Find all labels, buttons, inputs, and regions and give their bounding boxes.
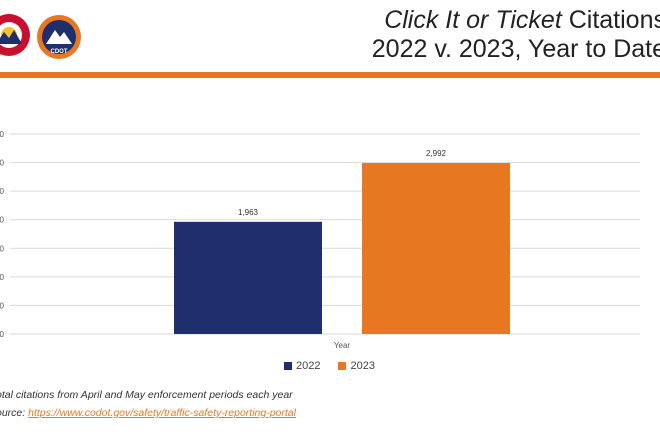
data-label: 2,992	[426, 149, 447, 158]
bar-2022	[174, 221, 322, 334]
footnote-citations: otal citations from April and May enforc…	[0, 389, 293, 401]
y-tick-label: 0	[0, 187, 5, 196]
bar-chart: 0 0 0 0 0 0 0 0 1,963 2,992 Year	[0, 130, 640, 350]
header-rule	[0, 72, 660, 78]
title-emphasis: Click It or Ticket	[384, 6, 562, 34]
legend-swatch	[338, 362, 347, 370]
legend-item-2022: 2022	[284, 360, 320, 372]
cdot-logo-icon: CDOT	[37, 15, 81, 59]
y-tick-label: 0	[0, 301, 5, 310]
legend-swatch	[284, 362, 292, 370]
title-rest: Citations	[561, 6, 660, 34]
y-tick-label: 0	[0, 216, 5, 225]
legend-label: 2023	[350, 360, 375, 372]
y-tick-label: 0	[0, 244, 5, 253]
source-link[interactable]: https://www.codot.gov/safety/traffic-saf…	[28, 407, 296, 419]
legend-label: 2022	[296, 360, 321, 372]
cdot-logo-text: CDOT	[51, 49, 68, 55]
footnotes: otal citations from April and May enforc…	[0, 386, 296, 422]
y-tick-label: 0	[0, 130, 5, 139]
data-label: 1,963	[238, 208, 259, 217]
header: CDOT Click It or Ticket Citations 2022 v…	[0, 0, 660, 72]
bar-2023	[362, 163, 510, 334]
colorado-flag-logo-icon	[0, 14, 30, 56]
legend-item-2023: 2023	[338, 360, 375, 372]
y-tick-label: 0	[0, 159, 5, 168]
y-tick-label: 0	[0, 273, 5, 282]
footnote-source: ource: https://www.codot.gov/safety/traf…	[0, 404, 296, 422]
title-line2: 2022 v. 2023, Year to Date	[371, 35, 660, 63]
source-prefix: ource:	[0, 407, 26, 419]
x-axis-label: Year	[334, 341, 351, 350]
chart-legend: 2022 2023	[284, 360, 375, 372]
page-title: Click It or Ticket Citations 2022 v. 202…	[372, 6, 660, 64]
y-tick-label: 0	[0, 330, 5, 339]
